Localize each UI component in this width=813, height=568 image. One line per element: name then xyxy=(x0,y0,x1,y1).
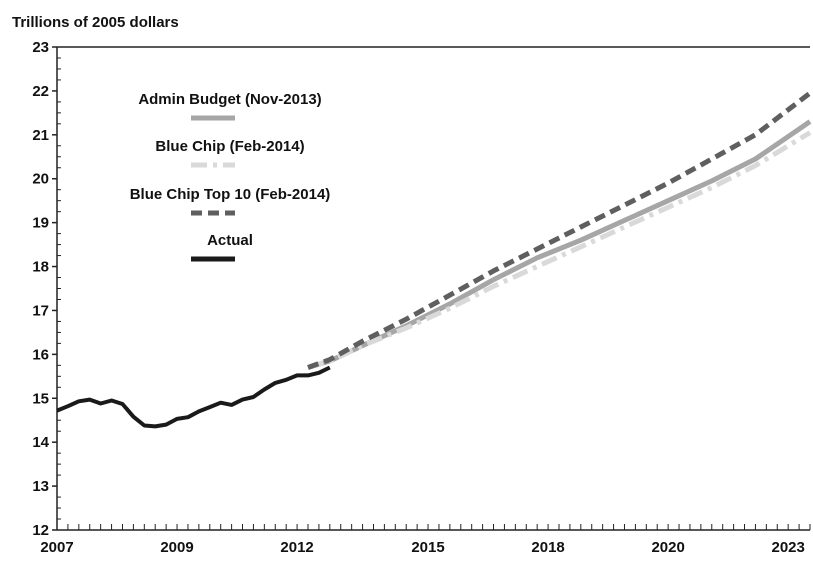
y-tick-label: 13 xyxy=(32,478,49,495)
y-tick-label: 22 xyxy=(32,83,49,100)
x-tick-label: 2007 xyxy=(40,539,73,556)
y-axis-title: Trillions of 2005 dollars xyxy=(12,14,179,31)
x-axis: 2007 2009 2012 2015 2018 2020 2023 xyxy=(40,524,811,556)
series-layer xyxy=(56,91,812,429)
y-tick-label: 18 xyxy=(32,259,49,276)
y-tick-label: 19 xyxy=(32,215,49,232)
series-line-admin-budget-nov-2013 xyxy=(307,119,812,370)
y-axis: 12 13 14 15 16 17 18 19 20 21 22 23 xyxy=(32,39,61,539)
series-line-blue-chip-top-10-feb-2014 xyxy=(307,91,812,370)
y-tick-label: 20 xyxy=(32,171,49,188)
y-tick-label: 17 xyxy=(32,302,49,319)
plot-frame xyxy=(56,46,810,531)
y-tick-label: 15 xyxy=(32,390,49,407)
x-tick-label: 2018 xyxy=(531,539,564,556)
x-tick-label: 2015 xyxy=(411,539,444,556)
y-tick-label: 14 xyxy=(32,434,49,451)
x-tick-label: 2023 xyxy=(771,539,804,556)
legend-label: Actual xyxy=(207,232,253,249)
legend: Admin Budget (Nov-2013) Blue Chip (Feb-20… xyxy=(130,91,331,262)
y-tick-label: 12 xyxy=(32,522,49,539)
x-tick-label: 2012 xyxy=(280,539,313,556)
legend-label: Admin Budget (Nov-2013) xyxy=(138,91,321,108)
x-tick-label: 2020 xyxy=(651,539,684,556)
legend-label: Blue Chip Top 10 (Feb-2014) xyxy=(130,186,331,203)
x-tick-label: 2009 xyxy=(160,539,193,556)
legend-label: Blue Chip (Feb-2014) xyxy=(155,138,304,155)
y-tick-label: 16 xyxy=(32,346,49,363)
y-tick-label: 21 xyxy=(32,127,49,144)
y-tick-label: 23 xyxy=(32,39,49,56)
series-line-actual xyxy=(56,365,331,429)
